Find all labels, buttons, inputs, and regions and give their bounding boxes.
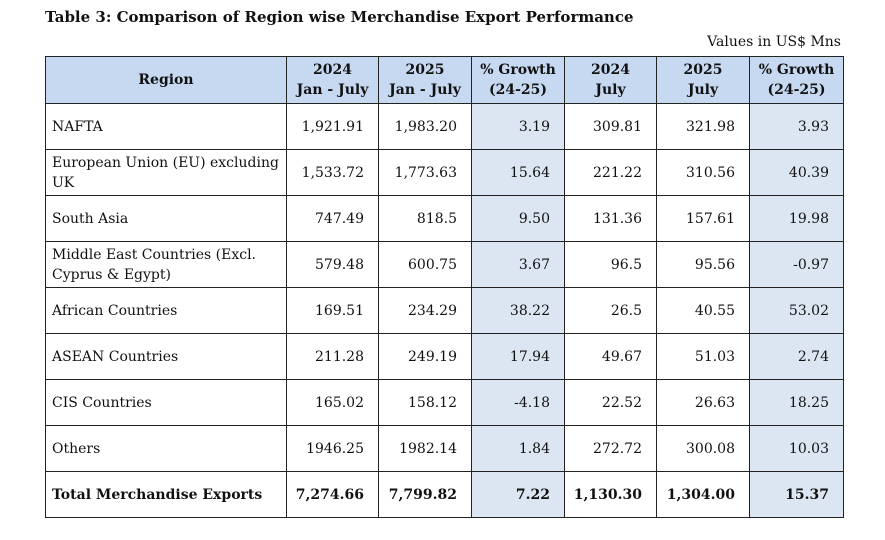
jan-july-growth-cell: 38.22 (471, 287, 565, 334)
july-2024-total-cell: 1,130.30 (564, 471, 657, 518)
header-2025-july: 2025 July (656, 56, 750, 104)
july-growth-cell: 19.98 (749, 195, 844, 242)
july-growth-cell: 18.25 (749, 379, 844, 426)
jan-july-growth-cell: -4.18 (471, 379, 565, 426)
jan-july-2024-cell: 169.51 (286, 287, 379, 334)
region-cell: Middle East Countries (Excl. Cyprus & Eg… (45, 241, 287, 288)
jan-july-2024-cell: 211.28 (286, 333, 379, 380)
total-label-cell: Total Merchandise Exports (45, 471, 287, 518)
header-growth-july: % Growth (24-25) (749, 56, 844, 104)
jan-july-2025-cell: 1,773.63 (378, 149, 472, 196)
table-row: ASEAN Countries 211.28 249.19 17.94 49.6… (45, 333, 844, 380)
jan-july-growth-total-cell: 7.22 (471, 471, 565, 518)
july-2024-cell: 96.5 (564, 241, 657, 288)
jan-july-2025-total-cell: 7,799.82 (378, 471, 472, 518)
jan-july-2024-cell: 747.49 (286, 195, 379, 242)
table-row: NAFTA 1,921.91 1,983.20 3.19 309.81 321.… (45, 103, 844, 150)
jan-july-2024-cell: 1,921.91 (286, 103, 379, 150)
july-growth-cell: 40.39 (749, 149, 844, 196)
jan-july-2025-cell: 600.75 (378, 241, 472, 288)
table-row: European Union (EU) excluding UK 1,533.7… (45, 149, 844, 196)
jan-july-2025-cell: 249.19 (378, 333, 472, 380)
export-performance-table: Region 2024 Jan - July 2025 Jan - July %… (45, 56, 844, 518)
july-2025-cell: 26.63 (656, 379, 750, 426)
july-growth-cell: 3.93 (749, 103, 844, 150)
july-2024-cell: 49.67 (564, 333, 657, 380)
table-row: Middle East Countries (Excl. Cyprus & Eg… (45, 241, 844, 288)
july-growth-cell: 2.74 (749, 333, 844, 380)
jan-july-2024-cell: 165.02 (286, 379, 379, 426)
jan-july-growth-cell: 9.50 (471, 195, 565, 242)
july-2025-total-cell: 1,304.00 (656, 471, 750, 518)
header-row: Region 2024 Jan - July 2025 Jan - July %… (45, 56, 844, 104)
july-2025-cell: 95.56 (656, 241, 750, 288)
july-2024-cell: 272.72 (564, 425, 657, 472)
july-2024-cell: 221.22 (564, 149, 657, 196)
header-growth-jan-july: % Growth (24-25) (471, 56, 565, 104)
region-cell: NAFTA (45, 103, 287, 150)
header-2024-july: 2024 July (564, 56, 657, 104)
july-2025-cell: 157.61 (656, 195, 750, 242)
table-row: Others 1946.25 1982.14 1.84 272.72 300.0… (45, 425, 844, 472)
jan-july-2025-cell: 158.12 (378, 379, 472, 426)
jan-july-2025-cell: 818.5 (378, 195, 472, 242)
july-2025-cell: 51.03 (656, 333, 750, 380)
jan-july-growth-cell: 3.19 (471, 103, 565, 150)
header-2025-jan-july: 2025 Jan - July (378, 56, 472, 104)
july-2025-cell: 300.08 (656, 425, 750, 472)
region-cell: African Countries (45, 287, 287, 334)
jan-july-growth-cell: 15.64 (471, 149, 565, 196)
jan-july-2024-cell: 1,533.72 (286, 149, 379, 196)
jan-july-2024-cell: 579.48 (286, 241, 379, 288)
july-growth-total-cell: 15.37 (749, 471, 844, 518)
jan-july-growth-cell: 3.67 (471, 241, 565, 288)
total-row: Total Merchandise Exports 7,274.66 7,799… (45, 471, 844, 518)
header-2024-jan-july: 2024 Jan - July (286, 56, 379, 104)
july-growth-cell: 53.02 (749, 287, 844, 334)
jan-july-growth-cell: 1.84 (471, 425, 565, 472)
header-region: Region (45, 56, 287, 104)
jan-july-2024-total-cell: 7,274.66 (286, 471, 379, 518)
july-2024-cell: 309.81 (564, 103, 657, 150)
jan-july-2025-cell: 234.29 (378, 287, 472, 334)
table-row: African Countries 169.51 234.29 38.22 26… (45, 287, 844, 334)
table-title: Table 3: Comparison of Region wise Merch… (45, 8, 634, 26)
july-growth-cell: 10.03 (749, 425, 844, 472)
july-2024-cell: 131.36 (564, 195, 657, 242)
region-cell: European Union (EU) excluding UK (45, 149, 287, 196)
region-cell: ASEAN Countries (45, 333, 287, 380)
region-cell: Others (45, 425, 287, 472)
july-2025-cell: 40.55 (656, 287, 750, 334)
units-label: Values in US$ Mns (707, 34, 841, 50)
jan-july-2024-cell: 1946.25 (286, 425, 379, 472)
july-2025-cell: 310.56 (656, 149, 750, 196)
jan-july-2025-cell: 1982.14 (378, 425, 472, 472)
region-cell: South Asia (45, 195, 287, 242)
july-2024-cell: 26.5 (564, 287, 657, 334)
region-cell: CIS Countries (45, 379, 287, 426)
jan-july-growth-cell: 17.94 (471, 333, 565, 380)
july-2024-cell: 22.52 (564, 379, 657, 426)
july-2025-cell: 321.98 (656, 103, 750, 150)
table-row: South Asia 747.49 818.5 9.50 131.36 157.… (45, 195, 844, 242)
table-row: CIS Countries 165.02 158.12 -4.18 22.52 … (45, 379, 844, 426)
july-growth-cell: -0.97 (749, 241, 844, 288)
jan-july-2025-cell: 1,983.20 (378, 103, 472, 150)
